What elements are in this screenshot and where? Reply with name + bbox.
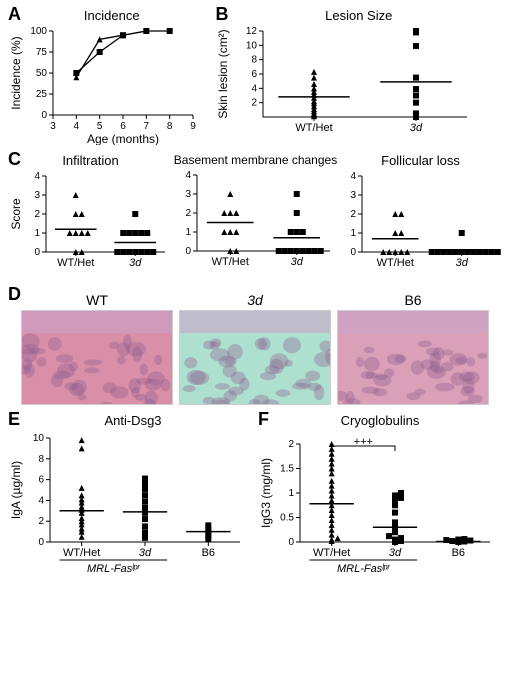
svg-text:MRL-Fasˡᵖʳ: MRL-Fasˡᵖʳ — [87, 563, 140, 575]
svg-text:Score: Score — [9, 198, 23, 230]
svg-text:3: 3 — [185, 189, 191, 200]
svg-text:10: 10 — [33, 433, 45, 444]
title-c1: Infiltration — [8, 153, 173, 168]
histology-label: WT — [21, 292, 173, 308]
svg-text:3: 3 — [350, 190, 356, 201]
panel-label-f: F — [258, 409, 269, 430]
svg-text:5: 5 — [97, 121, 103, 132]
svg-text:WT/Het: WT/Het — [57, 257, 94, 269]
panel-label-c: C — [8, 149, 21, 170]
svg-text:IgA (µg/ml): IgA (µg/ml) — [9, 461, 23, 519]
title-f: Cryoglobulins — [258, 413, 502, 428]
svg-text:12: 12 — [246, 26, 258, 37]
svg-text:IgG3 (mg/ml): IgG3 (mg/ml) — [259, 458, 273, 528]
svg-text:2: 2 — [252, 98, 258, 109]
chart-anti-dsg3: 0 2 4 6 8 10 IgA (µg/ml) WT/Het 3d B6 MRL-Fasˡᵖʳ — [8, 430, 248, 580]
histology-row: WT 3d B6 — [8, 292, 502, 405]
svg-text:0: 0 — [288, 537, 294, 548]
chart-incidence: 0 25 50 75 100 3 4 5 6 7 8 9 Incidence (%) Age (month… — [8, 25, 203, 145]
svg-text:3: 3 — [34, 190, 40, 201]
svg-text:2: 2 — [350, 209, 356, 220]
svg-text:3d: 3d — [456, 257, 469, 269]
svg-text:0: 0 — [34, 247, 40, 258]
chart-cryoglobulins: 0 0.5 1 1.5 2 IgG3 (mg/ml) WT/Het 3d B6 +++ MRL-Fa… — [258, 430, 498, 580]
title-b: Lesion Size — [215, 8, 502, 23]
svg-text:+++: +++ — [354, 436, 373, 448]
svg-text:3d: 3d — [129, 257, 142, 269]
svg-text:1: 1 — [288, 488, 294, 499]
chart-lesion-size: 2 4 6 8 10 12 Skin lesion (cm²) WT/Het 3d — [215, 25, 475, 145]
panel-label-d: D — [8, 284, 21, 305]
svg-text:WT/Het: WT/Het — [296, 122, 333, 134]
svg-text:0: 0 — [350, 247, 356, 258]
svg-text:6: 6 — [252, 69, 258, 80]
svg-text:8: 8 — [252, 55, 258, 66]
svg-text:WT/Het: WT/Het — [63, 547, 100, 559]
svg-text:0: 0 — [38, 537, 44, 548]
svg-text:4: 4 — [34, 171, 40, 182]
svg-text:4: 4 — [185, 170, 191, 181]
svg-text:WT/Het: WT/Het — [377, 257, 414, 269]
svg-text:3d: 3d — [291, 256, 304, 268]
svg-text:Age (months): Age (months) — [87, 132, 159, 145]
svg-text:8: 8 — [167, 121, 173, 132]
svg-text:8: 8 — [38, 454, 44, 465]
svg-text:1.5: 1.5 — [280, 464, 294, 475]
svg-text:2: 2 — [185, 208, 191, 219]
svg-text:25: 25 — [36, 89, 48, 100]
svg-text:0: 0 — [41, 110, 47, 121]
svg-text:3d: 3d — [139, 547, 152, 559]
svg-text:Incidence (%): Incidence (%) — [9, 36, 23, 109]
svg-text:10: 10 — [246, 40, 258, 51]
svg-text:4: 4 — [252, 83, 258, 94]
chart-follicular: 0 1 2 3 4 WT/Het 3d — [338, 170, 503, 280]
panel-label-a: A — [8, 4, 21, 25]
svg-text:B6: B6 — [452, 547, 465, 559]
svg-text:1: 1 — [34, 228, 40, 239]
histology-label: 3d — [179, 292, 331, 308]
svg-text:B6: B6 — [202, 547, 215, 559]
figure: A Incidence 02550751003456789Incidence (… — [0, 0, 510, 596]
svg-text:9: 9 — [190, 121, 196, 132]
svg-text:2: 2 — [288, 439, 294, 450]
histology-image — [21, 310, 173, 405]
svg-text:1: 1 — [350, 228, 356, 239]
svg-text:2: 2 — [38, 516, 44, 527]
svg-text:4: 4 — [74, 121, 80, 132]
svg-text:1: 1 — [185, 227, 191, 238]
svg-text:75: 75 — [36, 47, 48, 58]
svg-text:WT/Het: WT/Het — [313, 547, 350, 559]
svg-text:3: 3 — [50, 121, 56, 132]
svg-text:4: 4 — [350, 171, 356, 182]
svg-text:6: 6 — [38, 475, 44, 486]
title-a: Incidence — [8, 8, 215, 23]
svg-text:100: 100 — [30, 26, 47, 37]
svg-text:2: 2 — [34, 209, 40, 220]
svg-text:MRL-Fasˡᵖʳ: MRL-Fasˡᵖʳ — [337, 563, 390, 575]
svg-text:6: 6 — [120, 121, 126, 132]
histology-image — [179, 310, 331, 405]
title-c3: Follicular loss — [338, 153, 503, 168]
svg-text:0.5: 0.5 — [280, 513, 294, 524]
svg-text:Skin lesion (cm²): Skin lesion (cm²) — [216, 29, 230, 118]
title-c2: Basement membrane changes — [173, 153, 338, 167]
svg-text:50: 50 — [36, 68, 48, 79]
svg-text:WT/Het: WT/Het — [212, 256, 249, 268]
histology-label: B6 — [337, 292, 489, 308]
title-e: Anti-Dsg3 — [8, 413, 258, 428]
chart-infiltration: 0 1 2 3 4 Score WT/Het 3d — [8, 170, 173, 280]
panel-label-b: B — [215, 4, 228, 25]
panel-label-e: E — [8, 409, 20, 430]
svg-text:0: 0 — [185, 246, 191, 257]
svg-text:7: 7 — [144, 121, 150, 132]
chart-basement: 0 1 2 3 4 WT/Het 3d — [173, 169, 338, 279]
histology-image — [337, 310, 489, 405]
svg-text:3d: 3d — [389, 547, 402, 559]
svg-text:3d: 3d — [410, 122, 423, 134]
svg-text:4: 4 — [38, 495, 44, 506]
